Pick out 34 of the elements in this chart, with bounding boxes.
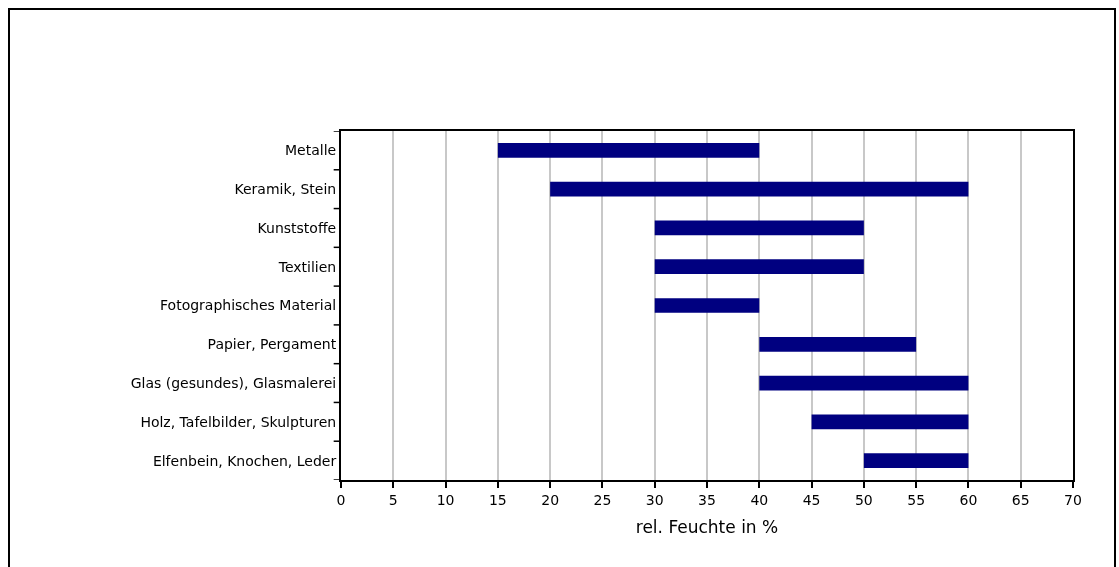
x-tick-label: 40 [750, 491, 769, 508]
y-tick-label: Textilien [277, 258, 337, 275]
x-tick-label: 65 [1011, 491, 1030, 508]
x-tick-label: 45 [802, 491, 821, 508]
y-tick-label: Glas (gesundes), Glasmalerei [130, 374, 337, 391]
x-tick-label: 0 [336, 491, 346, 508]
x-tick-label: 50 [854, 491, 873, 508]
bar [654, 220, 864, 236]
bar [654, 298, 760, 313]
x-axis-title: rel. Feuchte in % [635, 516, 779, 537]
x-tick-label: 30 [645, 491, 664, 508]
x-tick-label: 60 [959, 491, 978, 508]
y-tick-label: Fotographisches Material [160, 297, 337, 314]
y-tick-label: Holz, Tafelbilder, Skulpturen [140, 413, 337, 430]
bar [759, 375, 969, 391]
x-tick-label: 55 [907, 491, 926, 508]
x-tick-label: 35 [698, 491, 716, 508]
y-tick-label: Papier, Pergament [207, 336, 337, 353]
bar [497, 143, 760, 158]
x-tick-label: 70 [1064, 491, 1082, 508]
x-tick-label: 25 [593, 491, 612, 508]
bar [759, 336, 917, 352]
x-tick-label: 20 [541, 491, 560, 508]
y-tick-label: Metalle [285, 142, 337, 159]
x-tick-label: 5 [388, 491, 398, 508]
x-tick-label: 10 [436, 491, 455, 508]
x-tick-label: 15 [488, 491, 507, 508]
y-tick-label: Keramik, Stein [234, 181, 337, 198]
bar [811, 414, 969, 430]
y-tick-label: Kunststoffe [257, 219, 337, 236]
bar [863, 453, 969, 468]
y-tick-label: Elfenbein, Knochen, Leder [152, 452, 337, 469]
bar [550, 181, 969, 197]
bar [654, 259, 864, 275]
